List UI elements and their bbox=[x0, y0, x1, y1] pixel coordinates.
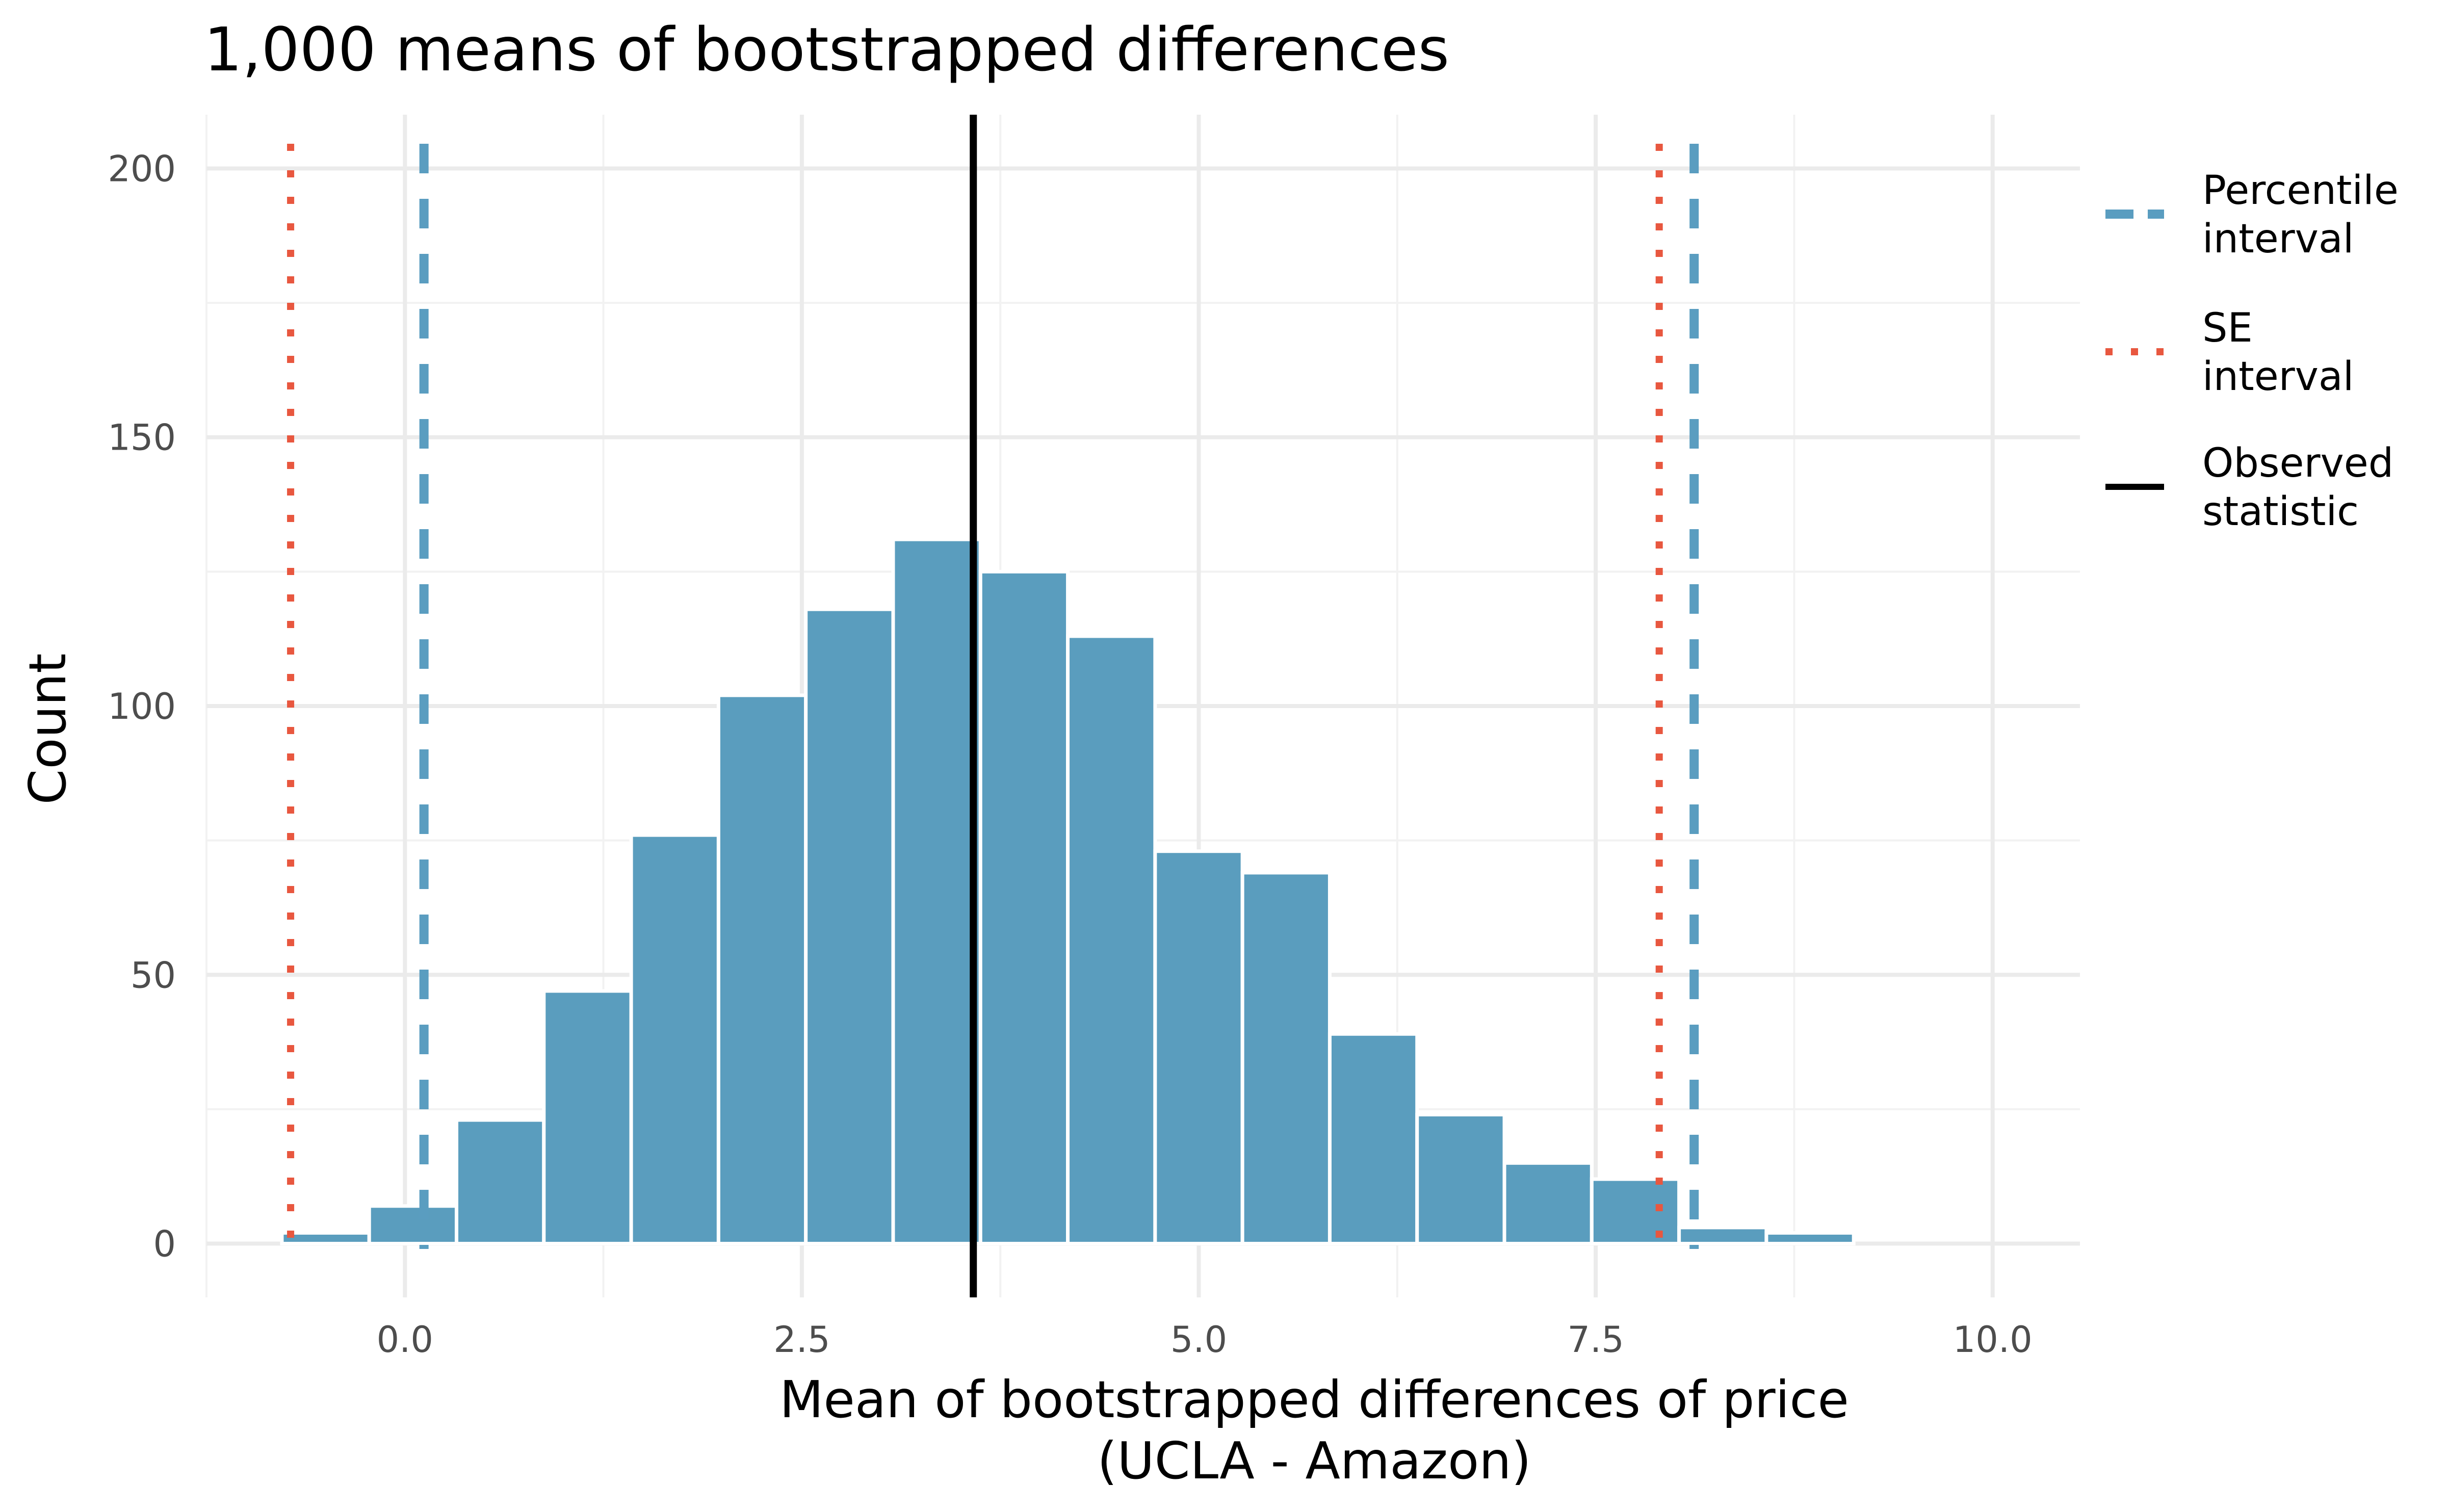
histogram-bar-3 bbox=[542, 989, 633, 1246]
y-tick-label-2: 100 bbox=[108, 686, 176, 727]
x-tick-label-2: 5.0 bbox=[1170, 1319, 1227, 1361]
bars-layer bbox=[280, 537, 1856, 1246]
legend-label-2-line-1: statistic bbox=[2202, 489, 2359, 535]
y-tick-label-4: 200 bbox=[108, 148, 176, 190]
legend-label-1-line-1: interval bbox=[2202, 354, 2354, 400]
y-axis-title: Count bbox=[18, 654, 77, 805]
histogram-bar-13 bbox=[1415, 1112, 1506, 1246]
x-tick-label-0: 0.0 bbox=[377, 1319, 433, 1361]
legend-label-0-line-0: Percentile bbox=[2202, 168, 2399, 214]
histogram-bar-11 bbox=[1240, 871, 1332, 1246]
y-tick-label-0: 0 bbox=[153, 1223, 176, 1265]
histogram-bar-7 bbox=[891, 537, 982, 1246]
histogram-bar-0 bbox=[280, 1231, 371, 1246]
tick-labels-layer: 0.0 2.5 5.0 7.5 10.0 0 50 100 150 200 bbox=[108, 148, 2032, 1361]
histogram-bar-4 bbox=[629, 833, 720, 1246]
reference-lines-layer bbox=[287, 115, 1699, 1297]
legend-label-1-line-0: SE bbox=[2202, 305, 2253, 351]
histogram-bar-2 bbox=[455, 1118, 546, 1246]
legend-label-0-line-1: interval bbox=[2202, 216, 2354, 262]
histogram-bar-16 bbox=[1677, 1226, 1768, 1246]
y-tick-label-1: 50 bbox=[131, 954, 176, 996]
histogram-bar-9 bbox=[1066, 634, 1157, 1246]
histogram-bar-15 bbox=[1590, 1177, 1681, 1246]
histogram-bar-14 bbox=[1502, 1161, 1594, 1246]
histogram-bar-17 bbox=[1764, 1231, 1856, 1246]
x-axis-title-line-1: Mean of bootstrapped differences of pric… bbox=[779, 1370, 1849, 1429]
histogram-bar-12 bbox=[1327, 1032, 1419, 1246]
histogram-bar-5 bbox=[716, 693, 808, 1246]
histogram-bar-6 bbox=[804, 607, 895, 1246]
histogram-bar-1 bbox=[367, 1204, 459, 1246]
histogram-bar-8 bbox=[978, 569, 1070, 1246]
y-tick-label-3: 150 bbox=[108, 417, 176, 459]
x-tick-label-4: 10.0 bbox=[1953, 1319, 2033, 1361]
legend-label-2-line-0: Observed bbox=[2202, 440, 2393, 486]
x-tick-label-1: 2.5 bbox=[773, 1319, 830, 1361]
x-axis-title-line-2: (UCLA - Amazon) bbox=[1097, 1431, 1531, 1491]
x-tick-label-3: 7.5 bbox=[1567, 1319, 1624, 1361]
legend: PercentileintervalSEintervalObservedstat… bbox=[2105, 168, 2399, 535]
chart-title: 1,000 means of bootstrapped differences bbox=[204, 14, 1449, 85]
histogram-bar-10 bbox=[1153, 849, 1244, 1246]
